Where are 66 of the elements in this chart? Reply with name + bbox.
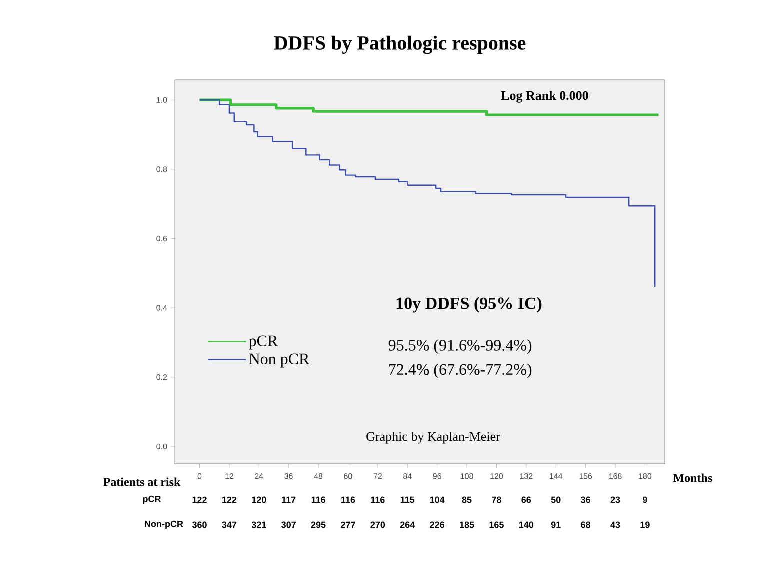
text: 116 xyxy=(312,496,326,504)
x-tick-label: 12 xyxy=(226,474,234,480)
text: 264 xyxy=(400,522,416,528)
text: 9 xyxy=(643,496,648,504)
y-tick-label: 1.0 xyxy=(156,97,168,103)
text: 321 xyxy=(252,522,266,528)
text: 295 xyxy=(311,522,326,528)
text: 117 xyxy=(282,496,296,504)
x-tick-label: 144 xyxy=(550,474,563,480)
text: 165 xyxy=(490,522,504,528)
text: pCR xyxy=(143,496,162,504)
text: 50 xyxy=(551,496,561,504)
text: 36 xyxy=(581,496,590,504)
annotation: Graphic by Kaplan-Meier xyxy=(366,432,500,444)
text: 122 xyxy=(222,496,237,504)
x-tick-label: 48 xyxy=(314,474,323,480)
legend-label: Non pCR xyxy=(249,354,310,368)
x-axis-title: Months xyxy=(673,474,712,482)
text: 360 xyxy=(192,522,207,528)
text: 347 xyxy=(222,522,237,528)
text: 122 xyxy=(192,496,207,504)
text: 140 xyxy=(519,522,534,528)
text: 66 xyxy=(522,496,532,504)
x-tick-label: 96 xyxy=(433,474,442,480)
text: 23 xyxy=(610,496,620,504)
annotation: 72.4% (67.6%-77.2%) xyxy=(389,364,532,378)
text: Non-pCR xyxy=(145,520,184,530)
x-tick-label: 84 xyxy=(404,474,412,480)
text: 270 xyxy=(370,522,386,528)
x-tick-label: 0 xyxy=(198,474,202,480)
x-tick-label: 180 xyxy=(639,474,652,480)
annotation: 10y DDFS (95% IC) xyxy=(396,297,542,313)
text: 19 xyxy=(640,522,650,528)
text: 91 xyxy=(551,522,561,528)
y-tick-label: 0.0 xyxy=(156,444,168,450)
x-tick-label: 108 xyxy=(460,474,474,480)
text: 68 xyxy=(581,522,591,528)
x-tick-label: 168 xyxy=(609,474,622,480)
x-tick-label: 156 xyxy=(580,474,592,480)
text: 116 xyxy=(342,496,356,504)
y-tick-label: 0.4 xyxy=(156,305,168,311)
text: 85 xyxy=(462,496,472,504)
text: 115 xyxy=(400,496,415,504)
text: 307 xyxy=(282,522,296,528)
x-tick-label: 60 xyxy=(344,474,352,480)
text: 78 xyxy=(492,496,502,504)
x-tick-label: 120 xyxy=(490,474,504,480)
text: 226 xyxy=(430,522,444,528)
legend-label: pCR xyxy=(249,336,278,350)
text: 277 xyxy=(341,522,356,528)
text: 104 xyxy=(430,496,445,504)
x-tick-label: 24 xyxy=(255,474,264,480)
text: 116 xyxy=(371,496,385,504)
text: Patients at risk xyxy=(104,478,181,486)
chart-title: DDFS by Pathologic response xyxy=(274,36,526,54)
y-tick-label: 0.2 xyxy=(156,374,168,380)
text: 43 xyxy=(610,522,620,528)
x-tick-label: 72 xyxy=(374,474,382,480)
text: 120 xyxy=(252,496,266,504)
y-tick-label: 0.8 xyxy=(156,166,168,172)
annotation: 95.5% (91.6%-99.4%) xyxy=(388,340,532,354)
x-tick-label: 36 xyxy=(284,474,293,480)
y-tick-label: 0.6 xyxy=(156,236,168,242)
text: 185 xyxy=(460,522,474,528)
x-tick-label: 132 xyxy=(520,474,533,480)
annotation: Log Rank 0.000 xyxy=(501,90,588,103)
